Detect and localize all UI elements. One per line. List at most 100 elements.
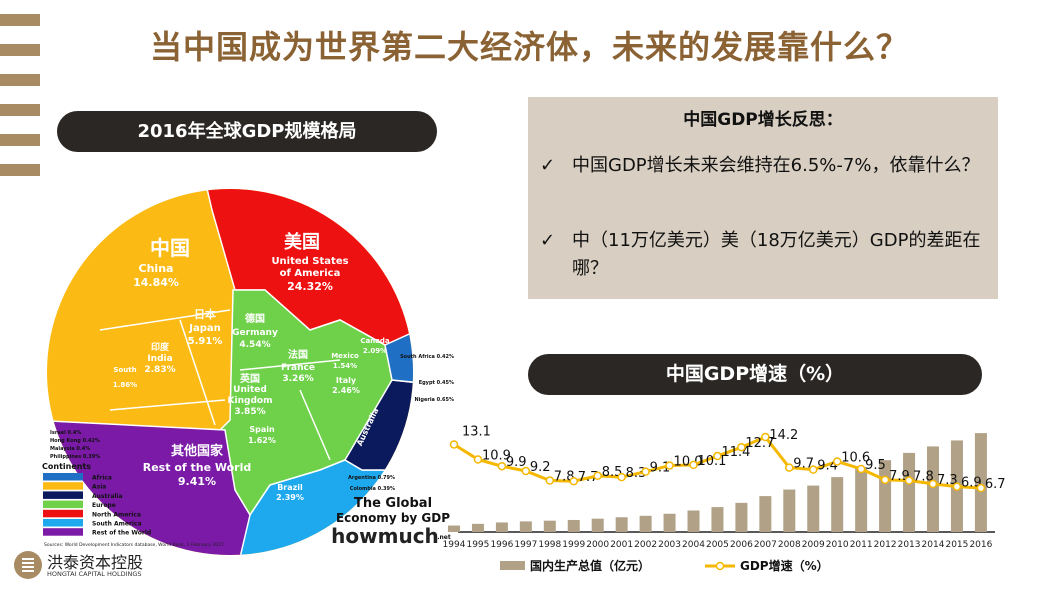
label-china-zh: 中国 [150,236,190,260]
label-china-pct: 14.84% [133,276,179,289]
svg-text:Israel 0.4%: Israel 0.4% [50,430,81,436]
decor-stripe [0,14,40,26]
gdp-bar [855,466,868,532]
reflection-heading: 中国GDP增长反思： [683,110,843,130]
growth-point [593,471,602,481]
svg-text:Colombia 0.39%: Colombia 0.39% [350,486,395,492]
year-tick-label: 2000 [586,540,609,550]
year-tick-label: 2016 [969,540,992,550]
growth-data-label: 8.5 [602,465,623,480]
gdp-bar [974,433,987,532]
legend-label: North America [92,511,141,518]
gdp-bar [448,525,460,532]
label-usa-pct: 24.32% [287,280,333,293]
label-italy-pct: 2.46% [332,386,360,395]
growth-point [521,466,531,476]
svg-text:South Africa 0.42%: South Africa 0.42% [400,354,454,360]
year-tick-label: 2005 [706,540,729,550]
decor-stripe [0,134,40,146]
gdp-bar [807,485,820,532]
gdp-bar [927,446,939,532]
label-france: France [281,363,315,373]
growth-point [473,455,483,464]
growth-point [904,476,914,485]
svg-text:Argentina 0.79%: Argentina 0.79% [348,475,395,481]
legend-swatch [43,473,83,481]
label-brazil-pct: 2.39% [276,493,304,502]
year-tick-label: 2012 [874,540,897,550]
year-tick-label: 2011 [850,540,873,550]
howmuch-logo: howmuch [331,524,439,548]
decor-stripe [0,74,40,86]
label-spain-pct: 1.62% [248,436,276,445]
growth-data-label: 7.8 [913,470,934,485]
gdp-bar [759,496,772,532]
svg-text:Nigeria 0.65%: Nigeria 0.65% [414,397,454,403]
gdp-bar [663,513,676,532]
gdp-bar [519,521,532,532]
growth-point [617,472,626,482]
gdp-bar [639,515,652,532]
gdp-bar [591,518,604,532]
legend-label: Asia [92,484,106,491]
growth-data-label: 9.5 [865,458,886,473]
growth-data-label: 9.4 [817,459,838,474]
label-usa: United States [271,256,348,267]
growth-point [809,465,818,474]
source-note: Sources: World Development Indicators da… [44,542,224,548]
year-tick-label: 2014 [922,540,945,550]
label-row-zh: 其他国家 [171,443,224,459]
growth-point [569,476,578,486]
svg-text:Hong Kong 0.42%: Hong Kong 0.42% [50,438,100,444]
growth-point [641,467,650,476]
legend-swatch [43,482,83,490]
gdp-bar [567,519,580,532]
growth-point [665,461,674,470]
legend-swatch [43,509,83,518]
legend-bar-label: 国内生产总值（亿元） [530,558,650,573]
label-france-pct: 3.26% [282,374,313,384]
growth-data-label: 9.1 [650,461,671,476]
chart-title: 中国GDP增速（%） [528,354,982,395]
gdp-bar [903,452,916,532]
label-usa-2: of America [280,268,341,279]
brand-line1: The Global [354,496,432,511]
growth-data-label: 6.7 [985,477,1006,492]
label-uk-zh: 英国 [239,372,260,385]
label-row: Rest of the World [143,461,252,474]
label-mexico: Mexico [331,352,359,360]
year-tick-label: 1995 [466,540,489,550]
label-germany-zh: 德国 [244,312,265,325]
growth-data-label: 9.7 [793,457,814,472]
year-tick-label: 2004 [682,540,705,550]
label-india-zh: 印度 [151,341,170,353]
svg-text:Philippines 0.39%: Philippines 0.39% [50,454,100,460]
gdp-bar [615,517,628,532]
growth-point [880,475,890,485]
decor-stripe [0,104,40,116]
gdp-chart: 1994 1995 1996 1997 1998 1999 2000 2001 2002 2003… [443,424,1006,573]
year-tick-label: 2001 [610,540,633,550]
company-name-en: HONGTAI CAPITAL HOLDINGS [47,570,142,578]
growth-data-label: 7.7 [578,470,599,485]
growth-data-label: 14.2 [769,428,798,443]
year-tick-label: 2013 [898,540,921,550]
legend-bar-swatch [500,561,525,570]
growth-point [713,451,722,461]
infographic-title: 2016年全球GDP规模格局 [57,111,437,152]
legend-label: Australia [92,493,123,500]
year-tick-label: 2007 [754,540,777,550]
year-tick-label: 2015 [945,540,968,550]
label-korea-pct: 1.86% [113,381,137,389]
label-brazil: Brazil [277,483,303,492]
label-france-zh: 法国 [288,348,308,361]
brand-line2: Economy by GDP [336,511,450,525]
label-canada-pct: 2.09% [363,347,387,355]
legend-title: Continents [42,462,91,471]
growth-point [497,461,507,471]
decor-stripe [0,44,40,56]
year-tick-label: 2003 [658,540,681,550]
label-uk: United [233,385,267,395]
label-japan: Japan [188,323,221,334]
gdp-bar [471,523,484,532]
